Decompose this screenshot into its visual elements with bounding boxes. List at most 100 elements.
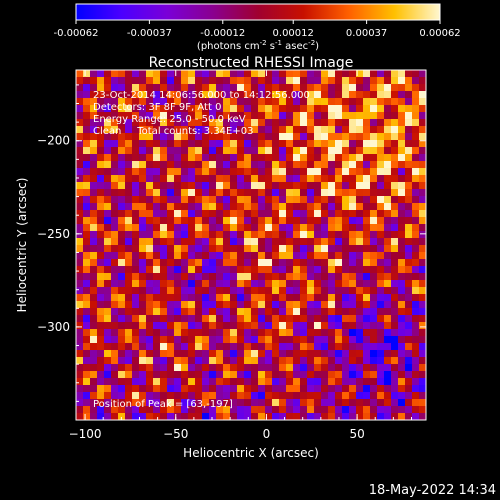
heatmap-cell <box>335 203 343 211</box>
heatmap-cell <box>97 273 105 281</box>
heatmap-cell <box>132 322 140 330</box>
heatmap-cell <box>160 161 168 169</box>
heatmap-cell <box>83 371 91 379</box>
heatmap-cell <box>174 399 182 407</box>
heatmap-cell <box>314 322 322 330</box>
heatmap-cell <box>412 210 420 218</box>
heatmap-cell <box>398 98 406 106</box>
heatmap-cell <box>167 91 175 99</box>
heatmap-cell <box>335 175 343 183</box>
heatmap-cell <box>209 105 217 113</box>
heatmap-cell <box>293 231 301 239</box>
heatmap-cell <box>384 343 392 351</box>
heatmap-cell <box>321 308 329 316</box>
heatmap-cell <box>384 98 392 106</box>
heatmap-cell <box>132 77 140 85</box>
heatmap-cell <box>272 70 280 78</box>
heatmap-cell <box>104 203 112 211</box>
heatmap-cell <box>258 280 266 288</box>
heatmap-cell <box>167 133 175 141</box>
heatmap-cell <box>160 70 168 78</box>
heatmap-cell <box>146 175 154 183</box>
heatmap-cell <box>125 84 133 92</box>
heatmap-cell <box>265 168 273 176</box>
heatmap-cell <box>279 273 287 281</box>
heatmap-cell <box>216 126 224 134</box>
heatmap-cell <box>307 329 315 337</box>
heatmap-cell <box>363 126 371 134</box>
heatmap-cell <box>391 70 399 78</box>
heatmap-cell <box>279 126 287 134</box>
heatmap-cell <box>90 364 98 372</box>
heatmap-cell <box>384 133 392 141</box>
heatmap-cell <box>83 133 91 141</box>
heatmap-cell <box>307 406 315 414</box>
heatmap-cell <box>258 343 266 351</box>
heatmap-cell <box>321 168 329 176</box>
heatmap-cell <box>286 168 294 176</box>
heatmap-cell <box>195 273 203 281</box>
heatmap-cell <box>188 182 196 190</box>
heatmap-cell <box>307 392 315 400</box>
heatmap-cell <box>195 252 203 260</box>
heatmap-cell <box>272 119 280 127</box>
heatmap-cell <box>209 147 217 155</box>
heatmap-cell <box>405 147 413 155</box>
heatmap-cell <box>419 161 426 169</box>
heatmap-cell <box>307 210 315 218</box>
heatmap-cell <box>251 413 259 420</box>
heatmap-cell <box>237 126 245 134</box>
heatmap-cell <box>195 70 203 78</box>
heatmap-cell <box>181 301 189 309</box>
heatmap-cell <box>293 308 301 316</box>
heatmap-cell <box>83 280 91 288</box>
colorbar-units-label: (photons cm-2 s-1 asec-2) <box>197 39 319 52</box>
heatmap-cell <box>349 315 357 323</box>
heatmap-cell <box>167 378 175 386</box>
heatmap-cell <box>160 336 168 344</box>
heatmap-cell <box>363 119 371 127</box>
heatmap-cell <box>244 371 252 379</box>
heatmap-cell <box>412 392 420 400</box>
heatmap-cell <box>230 357 238 365</box>
heatmap-cell <box>265 329 273 337</box>
heatmap-cell <box>216 308 224 316</box>
heatmap-cell <box>90 294 98 302</box>
heatmap-cell <box>342 224 350 232</box>
heatmap-cell <box>139 385 147 393</box>
heatmap-cell <box>307 266 315 274</box>
heatmap-cell <box>104 196 112 204</box>
heatmap-cell <box>405 140 413 148</box>
heatmap-cell <box>391 98 399 106</box>
heatmap-cell <box>251 91 259 99</box>
heatmap-cell <box>412 112 420 120</box>
heatmap-cell <box>419 357 426 365</box>
heatmap-cell <box>160 189 168 197</box>
heatmap-cell <box>272 343 280 351</box>
heatmap-cell <box>237 322 245 330</box>
heatmap-cell <box>307 357 315 365</box>
heatmap-cell <box>342 287 350 295</box>
heatmap-cell <box>118 119 126 127</box>
heatmap-cell <box>377 371 385 379</box>
heatmap-cell <box>111 308 119 316</box>
heatmap-cell <box>314 399 322 407</box>
heatmap-cell <box>90 259 98 267</box>
heatmap-cell <box>286 385 294 393</box>
heatmap-cell <box>216 140 224 148</box>
heatmap-cell <box>188 84 196 92</box>
heatmap-cell <box>237 154 245 162</box>
heatmap-cell <box>391 343 399 351</box>
heatmap-cell <box>230 343 238 351</box>
heatmap-cell <box>97 280 105 288</box>
heatmap-cell <box>97 154 105 162</box>
heatmap-cell <box>76 371 84 379</box>
heatmap-cell <box>125 266 133 274</box>
heatmap-cell <box>160 343 168 351</box>
heatmap-cell <box>209 315 217 323</box>
heatmap-cell <box>384 406 392 414</box>
heatmap-cell <box>279 343 287 351</box>
heatmap-cell <box>230 84 238 92</box>
heatmap-cell <box>125 196 133 204</box>
heatmap-cell <box>405 287 413 295</box>
